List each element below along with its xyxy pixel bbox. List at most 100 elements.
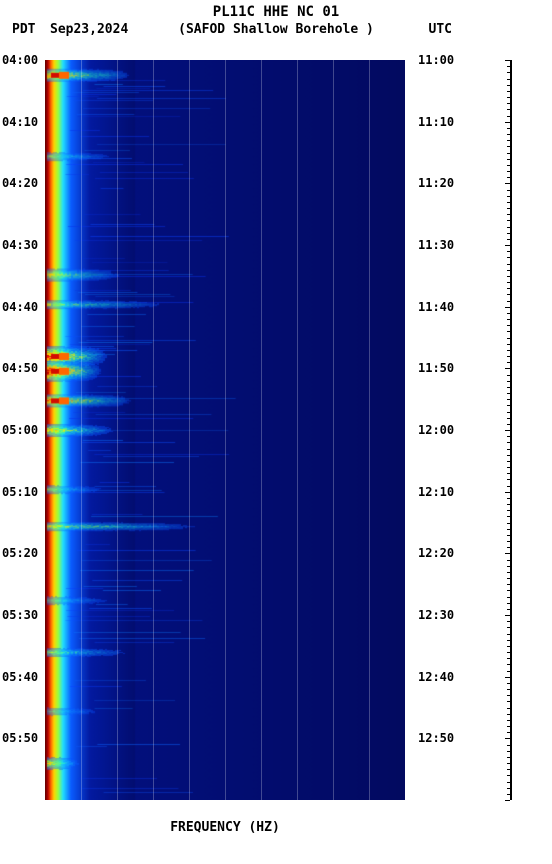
y-tick-left-label: 04:30 — [2, 238, 38, 252]
secondary-minor-tick — [507, 202, 510, 203]
gridline — [117, 60, 118, 800]
secondary-minor-tick — [507, 775, 510, 776]
spectrogram-page: { "title": "PL11C HHE NC 01", "timezone_… — [0, 0, 552, 864]
secondary-minor-tick — [507, 541, 510, 542]
gridline — [297, 60, 298, 800]
gridline — [333, 60, 334, 800]
secondary-minor-tick — [507, 498, 510, 499]
secondary-minor-tick — [507, 66, 510, 67]
secondary-minor-tick — [507, 646, 510, 647]
secondary-minor-tick — [507, 455, 510, 456]
secondary-minor-tick — [507, 387, 510, 388]
secondary-minor-tick — [507, 91, 510, 92]
y-tick-right-label: 12:30 — [418, 608, 454, 622]
secondary-minor-tick — [507, 301, 510, 302]
secondary-minor-tick — [507, 196, 510, 197]
secondary-minor-tick — [507, 516, 510, 517]
spectrogram-plot: 05101520253035404550 — [45, 60, 405, 800]
y-tick-right-label: 12:50 — [418, 731, 454, 745]
secondary-minor-tick — [507, 424, 510, 425]
secondary-minor-tick — [507, 757, 510, 758]
secondary-minor-tick — [507, 788, 510, 789]
secondary-minor-tick — [507, 140, 510, 141]
secondary-minor-tick — [507, 560, 510, 561]
timezone-right-label: UTC — [429, 22, 452, 37]
secondary-minor-tick — [507, 134, 510, 135]
y-tick-right-label: 11:00 — [418, 53, 454, 67]
secondary-minor-tick — [507, 664, 510, 665]
secondary-minor-tick — [507, 393, 510, 394]
secondary-minor-tick — [507, 523, 510, 524]
secondary-major-tick — [505, 60, 510, 61]
y-tick-right-label: 11:50 — [418, 361, 454, 375]
secondary-minor-tick — [507, 338, 510, 339]
secondary-minor-tick — [507, 288, 510, 289]
y-tick-left-label: 04:10 — [2, 115, 38, 129]
secondary-minor-tick — [507, 208, 510, 209]
secondary-minor-tick — [507, 535, 510, 536]
secondary-minor-tick — [507, 572, 510, 573]
secondary-major-tick — [505, 738, 510, 739]
secondary-minor-tick — [507, 504, 510, 505]
x-axis-label: FREQUENCY (HZ) — [45, 820, 405, 835]
station-label: (SAFOD Shallow Borehole ) — [0, 22, 552, 37]
secondary-minor-tick — [507, 331, 510, 332]
secondary-major-tick — [505, 553, 510, 554]
secondary-minor-tick — [507, 658, 510, 659]
secondary-minor-tick — [507, 609, 510, 610]
secondary-minor-tick — [507, 79, 510, 80]
gridline — [153, 60, 154, 800]
secondary-major-tick — [505, 677, 510, 678]
secondary-minor-tick — [507, 584, 510, 585]
secondary-minor-tick — [507, 128, 510, 129]
secondary-minor-tick — [507, 473, 510, 474]
y-tick-left-label: 05:50 — [2, 731, 38, 745]
gridline — [225, 60, 226, 800]
secondary-minor-tick — [507, 621, 510, 622]
secondary-minor-tick — [507, 763, 510, 764]
secondary-minor-tick — [507, 442, 510, 443]
secondary-minor-tick — [507, 109, 510, 110]
secondary-minor-tick — [507, 399, 510, 400]
secondary-axis-line — [510, 60, 512, 800]
secondary-minor-tick — [507, 708, 510, 709]
chart-title: PL11C HHE NC 01 — [0, 4, 552, 20]
secondary-minor-tick — [507, 116, 510, 117]
secondary-minor-tick — [507, 467, 510, 468]
secondary-minor-tick — [507, 732, 510, 733]
secondary-minor-tick — [507, 72, 510, 73]
secondary-minor-tick — [507, 239, 510, 240]
secondary-minor-tick — [507, 159, 510, 160]
secondary-minor-tick — [507, 190, 510, 191]
secondary-major-tick — [505, 307, 510, 308]
secondary-minor-tick — [507, 529, 510, 530]
secondary-minor-tick — [507, 177, 510, 178]
secondary-minor-tick — [507, 627, 510, 628]
secondary-minor-tick — [507, 264, 510, 265]
secondary-minor-tick — [507, 720, 510, 721]
y-tick-left-label: 05:40 — [2, 670, 38, 684]
secondary-minor-tick — [507, 597, 510, 598]
secondary-minor-tick — [507, 683, 510, 684]
secondary-minor-tick — [507, 276, 510, 277]
secondary-minor-tick — [507, 356, 510, 357]
y-tick-left-label: 05:30 — [2, 608, 38, 622]
secondary-minor-tick — [507, 769, 510, 770]
secondary-major-tick — [505, 430, 510, 431]
secondary-minor-tick — [507, 257, 510, 258]
secondary-minor-tick — [507, 325, 510, 326]
secondary-major-tick — [505, 615, 510, 616]
secondary-minor-tick — [507, 233, 510, 234]
secondary-minor-tick — [507, 412, 510, 413]
y-tick-left-label: 05:20 — [2, 546, 38, 560]
secondary-minor-tick — [507, 350, 510, 351]
gridline — [369, 60, 370, 800]
secondary-minor-tick — [507, 640, 510, 641]
secondary-minor-tick — [507, 97, 510, 98]
secondary-minor-tick — [507, 294, 510, 295]
y-tick-right-label: 12:40 — [418, 670, 454, 684]
secondary-minor-tick — [507, 726, 510, 727]
y-tick-left-label: 04:20 — [2, 176, 38, 190]
secondary-minor-tick — [507, 344, 510, 345]
y-tick-left-label: 04:40 — [2, 300, 38, 314]
